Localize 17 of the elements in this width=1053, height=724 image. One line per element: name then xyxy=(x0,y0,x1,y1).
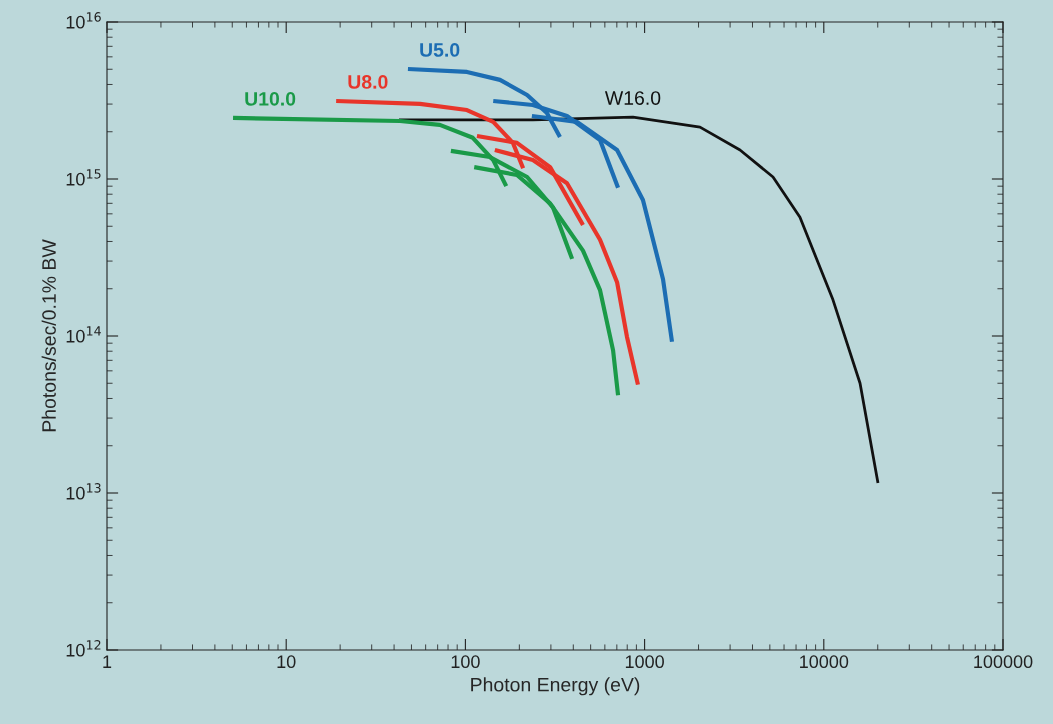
series-label: U5.0 xyxy=(420,43,460,57)
x-tick-label: 10 xyxy=(277,655,296,669)
series-label: W16.0 xyxy=(604,91,661,105)
series-label: U10.0 xyxy=(245,91,296,106)
y-tick-label: 10$^{14}$ xyxy=(66,326,101,343)
y-axis-title: Photons/sec/0.1% BW xyxy=(41,239,56,432)
series-label: U8.0 xyxy=(348,75,388,89)
y-tick-label: 10$^{13}$ xyxy=(66,483,101,500)
y-tick-label: 10$^{15}$ xyxy=(66,169,101,186)
x-tick-label: 1000 xyxy=(625,655,664,669)
y-tick-label: 10$^{12}$ xyxy=(66,640,101,657)
x-axis-title: Photon Energy (eV) xyxy=(471,677,640,696)
x-tick-label: 100000 xyxy=(974,655,1033,669)
y-tick-label: 10$^{16}$ xyxy=(66,12,101,29)
x-tick-label: 1 xyxy=(103,655,112,668)
x-tick-label: 10000 xyxy=(800,655,849,669)
x-tick-label: 100 xyxy=(451,655,480,669)
